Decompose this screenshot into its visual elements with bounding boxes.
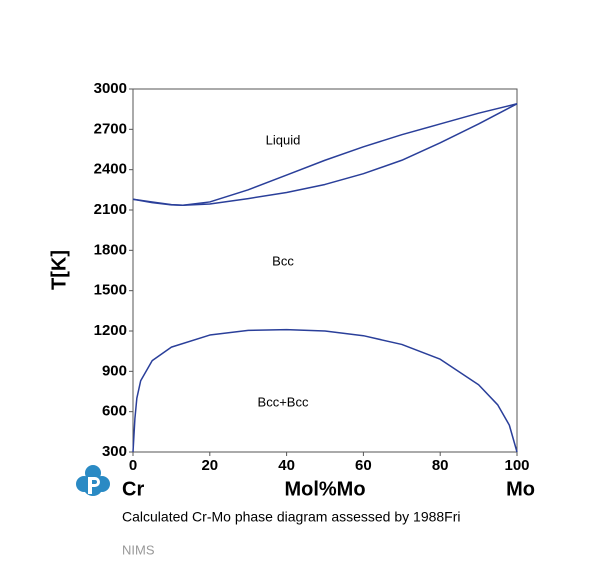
- x-tick-label: 60: [355, 457, 372, 474]
- x-tick-label: 20: [201, 457, 218, 474]
- right-component: Mo: [506, 478, 535, 500]
- phase-boundary: [132, 328, 518, 453]
- left-component: Cr: [122, 478, 144, 500]
- phase-boundary: [132, 103, 518, 207]
- region-label: Liquid: [266, 132, 301, 147]
- y-tick-label: 1500: [94, 282, 127, 299]
- source: NIMS: [122, 542, 155, 557]
- x-axis-label: Mol%Mo: [284, 478, 365, 500]
- y-tick-label: 1200: [94, 322, 127, 339]
- x-tick-label: 100: [504, 457, 529, 474]
- y-tick-label: 2700: [94, 120, 127, 137]
- caption: Calculated Cr-Mo phase diagram assessed …: [122, 509, 461, 525]
- logo: [76, 465, 110, 496]
- x-tick-label: 80: [432, 457, 449, 474]
- y-tick-label: 2100: [94, 201, 127, 218]
- y-tick-label: 1800: [94, 241, 127, 258]
- y-tick-label: 300: [102, 443, 127, 460]
- y-axis-label: T[K]: [48, 250, 70, 290]
- region-label: Bcc+Bcc: [258, 394, 309, 409]
- y-tick-label: 900: [102, 362, 127, 379]
- y-tick-label: 3000: [94, 80, 127, 97]
- region-label: Bcc: [272, 253, 294, 268]
- x-tick-label: 40: [278, 457, 295, 474]
- y-tick-label: 600: [102, 403, 127, 420]
- phase-boundary: [132, 103, 518, 207]
- plot-frame: [132, 88, 518, 453]
- y-tick-label: 2400: [94, 161, 127, 178]
- x-tick-label: 0: [129, 457, 137, 474]
